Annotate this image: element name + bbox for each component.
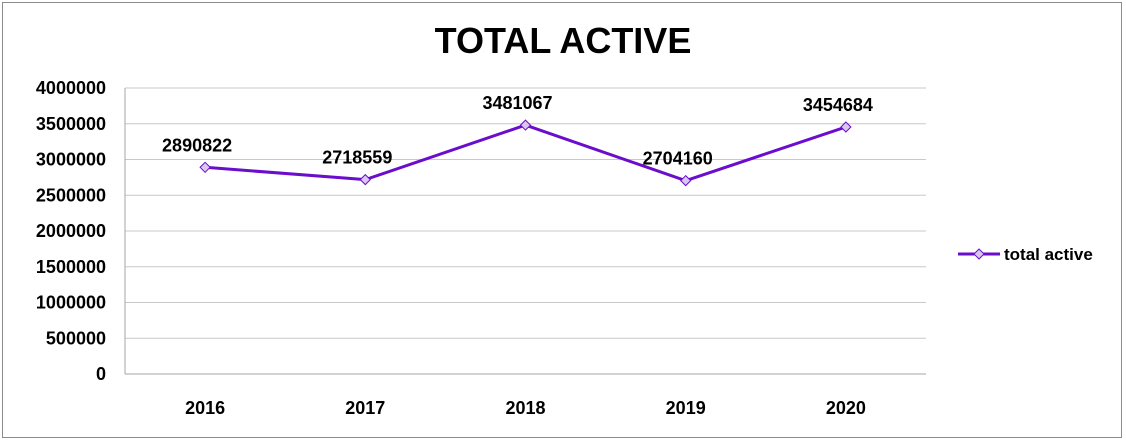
chart-title: TOTAL ACTIVE: [435, 20, 692, 61]
x-tick-labels: 2016 2017 2018 2019 2020: [185, 398, 866, 418]
y-tick-label: 500000: [46, 328, 106, 348]
data-label: 3481067: [482, 93, 552, 113]
data-point-marker: [359, 173, 372, 186]
y-tick-label: 3500000: [36, 114, 106, 134]
data-label: 3454684: [803, 95, 873, 115]
legend: total active: [958, 245, 1093, 264]
data-label: 2718559: [322, 148, 392, 168]
x-tick-label: 2017: [345, 398, 385, 418]
x-tick-label: 2020: [826, 398, 866, 418]
data-label: 2704160: [643, 149, 713, 169]
y-tick-label: 2000000: [36, 221, 106, 241]
series-group: [199, 119, 852, 187]
x-tick-label: 2016: [185, 398, 225, 418]
data-point-marker: [519, 119, 532, 131]
data-point-marker: [199, 161, 211, 174]
series-line: [204, 123, 847, 183]
data-label: 2890822: [162, 135, 232, 155]
legend-swatch-marker: [973, 248, 985, 260]
gridlines: [124, 87, 926, 375]
y-tick-label: 2500000: [36, 185, 106, 205]
y-tick-label: 1500000: [36, 257, 106, 277]
data-point-marker: [840, 121, 852, 133]
y-tick-label: 3000000: [36, 150, 106, 170]
legend-label: total active: [1004, 245, 1093, 264]
y-tick-label: 4000000: [36, 78, 106, 98]
y-tick-label: 1000000: [36, 293, 106, 313]
x-tick-label: 2019: [666, 398, 706, 418]
data-point-marker: [679, 174, 692, 187]
y-tick-labels: 0 500000 1000000 1500000 2000000 2500000 30000…: [36, 78, 106, 384]
data-labels: 2890822 2718559 3481067 2704160 3454684: [162, 93, 873, 169]
x-tick-label: 2018: [505, 398, 545, 418]
y-tick-label: 0: [96, 364, 106, 384]
